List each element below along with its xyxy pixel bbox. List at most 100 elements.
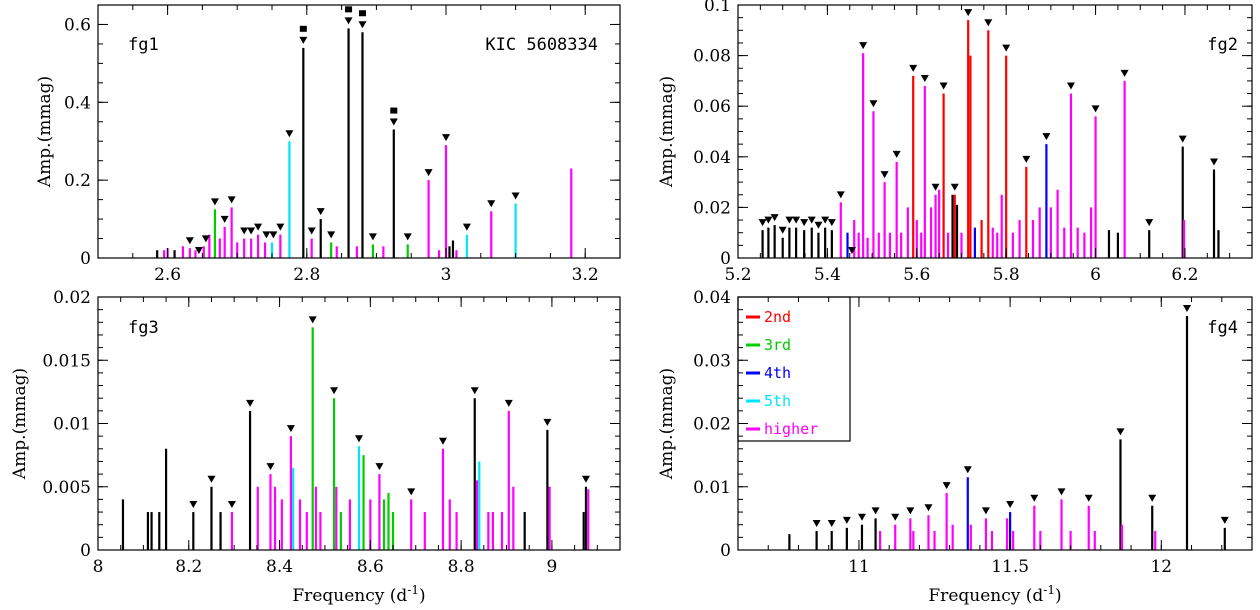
fg1-peak-marker: [389, 118, 398, 126]
harmonic-order-legend: 2nd 3rd 4th 5th higher: [737, 296, 851, 442]
fg1-x-tick-label: 3.2: [572, 265, 599, 285]
fg1-peak-marker: [487, 200, 496, 208]
fg2-peak-marker: [1120, 69, 1129, 77]
fg1-peak-marker: [210, 198, 219, 206]
fg2-plot-frame: [737, 4, 1253, 259]
fg1-peak-marker: [316, 208, 325, 216]
fg2-peak-marker: [1022, 155, 1031, 163]
legend-entry-5th: 5th: [746, 392, 791, 410]
fg1-independent-marker: [345, 6, 353, 13]
fg4-x-axis-label-exponent: -1: [1043, 583, 1055, 597]
fg1-peak-marker: [344, 17, 353, 25]
fg3-peak-marker: [504, 399, 513, 407]
fg3-y-tick-label: 0: [80, 541, 91, 561]
fg1-spectral-lines: [156, 6, 573, 258]
fg2-x-tick-label: 5.6: [903, 265, 930, 285]
fg4-x-axis-label-tail: ): [1055, 586, 1062, 606]
fg4-x-tick-label: 12: [1150, 557, 1172, 577]
fg1-plot-frame: [97, 4, 621, 259]
fg2-peak-marker: [770, 214, 779, 222]
fg2-peak-marker: [778, 226, 787, 234]
fg1-peak-marker: [247, 227, 256, 235]
fg2-peak-marker: [800, 219, 809, 227]
fg2-y-tick-label: 0: [720, 249, 731, 269]
fg3-peak-marker: [330, 387, 339, 395]
fg3-peak-marker: [266, 463, 275, 471]
fg2-x-tick-label: 5.8: [993, 265, 1020, 285]
legend-label-2nd: 2nd: [764, 308, 791, 326]
fg1-x-tick-label: 2.8: [293, 265, 320, 285]
fg2-peak-marker: [814, 221, 823, 229]
fg4-peak-marker: [981, 507, 990, 515]
fg4-peak-marker: [1220, 516, 1229, 524]
fg1-x-tick-label: 2.6: [154, 265, 181, 285]
fg4-peak-marker: [906, 507, 915, 515]
fg4-peak-marker: [963, 466, 972, 474]
fg1-peak-marker: [194, 247, 203, 254]
fg2-peak-marker: [909, 64, 918, 72]
fg3-x-tick-label: 8.4: [266, 557, 293, 577]
fg3-peak-marker: [189, 501, 198, 509]
fg3-peak-marker: [246, 399, 255, 407]
fg3-x-tick-label: 8.2: [175, 557, 202, 577]
fg1-peak-marker: [285, 130, 294, 138]
fg2-peak-marker: [859, 42, 868, 50]
fg4-peak-marker: [1030, 494, 1039, 502]
fg1-peak-marker: [240, 227, 249, 235]
fg4-y-tick-label: 0.02: [693, 415, 731, 435]
fg4-peak-marker: [857, 513, 866, 521]
fg3-x-tick-label: 8.6: [357, 557, 384, 577]
fg3-peak-marker: [375, 463, 384, 471]
fg2-y-tick-label: 0.06: [693, 97, 731, 117]
fg3-peak-marker: [470, 387, 479, 395]
fg2-x-tick-label: 6: [1090, 265, 1101, 285]
fg4-y-tick-label: 0.01: [693, 478, 731, 498]
fg4-peak-marker: [942, 482, 951, 490]
fg1-y-tick-label: 0.6: [64, 15, 91, 35]
fg4-y-tick-label: 0.04: [693, 288, 731, 308]
fg3-y-tick-label: 0.02: [53, 288, 91, 308]
fg2-peak-marker: [1002, 44, 1011, 52]
fg1-independent-marker: [299, 25, 307, 32]
fg2-peak-marker: [807, 216, 816, 224]
legend-entry-higher: higher: [746, 420, 818, 438]
fg1-peak-marker: [307, 227, 316, 235]
panel-fg4: 11 11.5 12 0 0.01 0.02 0.03 0.04 fg4 Amp.(mmag)…: [657, 288, 1253, 606]
fg2-peak-marker: [939, 82, 948, 90]
fg1-y-tick-label: 0.2: [64, 171, 91, 191]
fg3-plot-frame: [97, 296, 621, 551]
fg1-independent-marker: [390, 107, 398, 114]
fg1-peak-marker: [201, 235, 210, 243]
fg3-peak-marker: [581, 475, 590, 483]
fg3-x-tick-label: 8: [93, 557, 104, 577]
fg1-peak-marker: [276, 223, 285, 231]
fg1-peak-marker: [262, 231, 271, 239]
fg4-x-axis-label-main: Frequency (d: [928, 586, 1043, 606]
fg4-peak-marker: [1084, 494, 1093, 502]
fg4-peak-marker: [1057, 488, 1066, 496]
fg2-peak-marker: [1042, 133, 1051, 141]
fg3-x-tick-label: 9: [546, 557, 557, 577]
fg1-axis-ticks: 2.6 2.8 3 3.2 0 0.2 0.4 0.6: [64, 4, 621, 285]
fg1-peak-marker: [254, 223, 263, 231]
legend-label-higher: higher: [764, 420, 818, 438]
fg3-x-axis-label-main: Frequency (d: [292, 586, 407, 606]
fg1-peak-marker: [269, 231, 278, 239]
fg4-x-tick-label: 11.5: [991, 557, 1029, 577]
fg1-peak-marker: [462, 223, 471, 231]
fg2-peak-marker: [792, 216, 801, 224]
fg4-peak-marker: [812, 520, 821, 528]
fg2-peak-marker: [821, 216, 830, 224]
fg2-y-tick-label: 0.08: [693, 47, 731, 67]
legend-label-3rd: 3rd: [764, 336, 791, 354]
fg1-y-axis-label: Amp.(mmag): [35, 76, 55, 188]
legend-entry-2nd: 2nd: [746, 308, 791, 326]
fg1-peak-marker: [358, 21, 367, 29]
fg2-peak-marker: [827, 219, 836, 227]
fg1-peak-marker: [220, 215, 229, 223]
fg1-y-tick-label: 0: [80, 249, 91, 269]
fg1-panel-label: fg1: [128, 35, 159, 55]
panel-fg1: 2.6 2.8 3 3.2 0 0.2 0.4 0.6 fg1 KIC 5608334 Amp…: [35, 4, 621, 285]
fg4-peak-marker: [1006, 501, 1015, 509]
fg4-y-tick-label: 0.03: [693, 351, 731, 371]
